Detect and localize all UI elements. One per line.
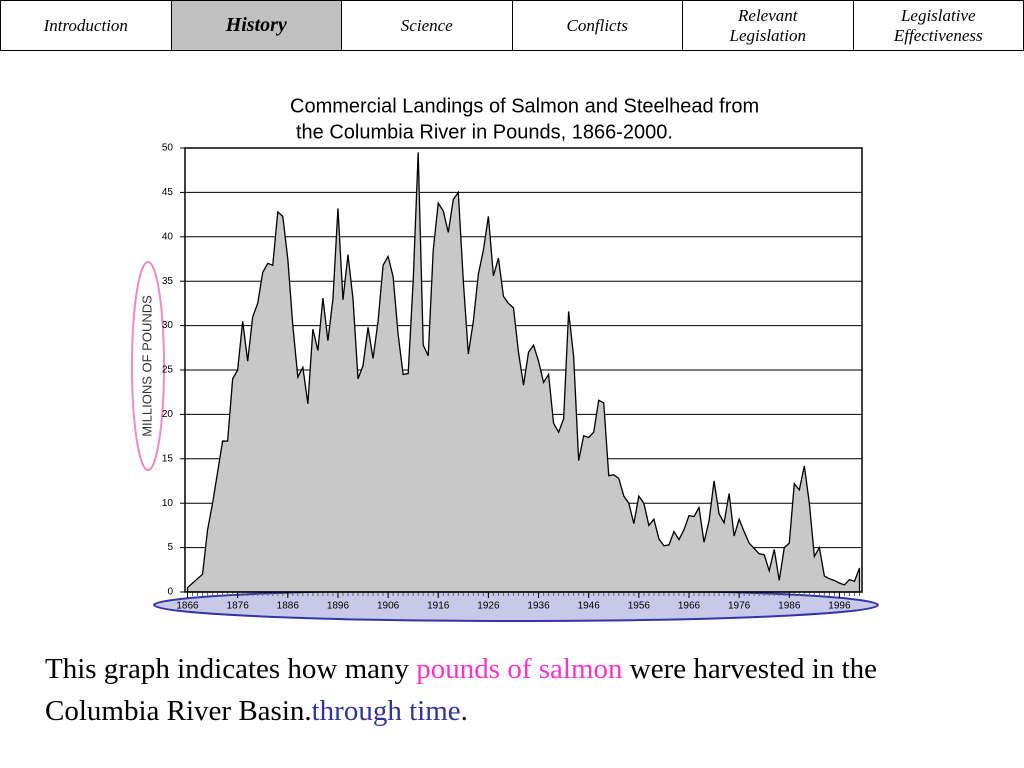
x-tick-label: 1926 <box>477 601 500 612</box>
y-tick-label: 35 <box>162 276 174 287</box>
caption: This graph indicates how many pounds of … <box>45 648 995 732</box>
chart-title: the Columbia River in Pounds, 1866-2000. <box>296 121 673 143</box>
y-tick-label: 0 <box>167 587 173 598</box>
y-axis-label: MILLIONS OF POUNDS <box>139 295 154 437</box>
x-tick-label: 1996 <box>828 601 851 612</box>
x-tick-label: 1906 <box>377 601 400 612</box>
nav-bar: Introduction History Science Conflicts Relev… <box>0 0 1024 51</box>
nav-tab[interactable]: Science <box>341 0 513 51</box>
caption-text: pounds of salmon <box>416 653 623 685</box>
highlight-ellipse <box>131 261 165 471</box>
y-tick-label: 50 <box>162 143 174 154</box>
y-tick-label: 20 <box>162 409 174 420</box>
y-tick-label: 45 <box>162 187 174 198</box>
x-tick-label: 1966 <box>678 601 701 612</box>
nav-tab[interactable]: Relevant Legislation <box>682 0 854 51</box>
caption-text: This graph indicates how many <box>45 653 417 685</box>
y-tick-label: 30 <box>162 320 174 331</box>
chart: Commercial Landings of Salmon and Steelh… <box>131 95 879 622</box>
x-tick-label: 1976 <box>728 601 751 612</box>
plot-frame <box>184 147 863 593</box>
y-tick-label: 25 <box>162 365 174 376</box>
caption-text: were harvested in the Columbia River Bas… <box>45 653 877 728</box>
area <box>186 152 861 593</box>
caption-text: . <box>460 695 468 728</box>
x-tick-label: 1916 <box>427 601 450 612</box>
nav-tab[interactable]: Introduction <box>0 0 172 51</box>
chart-title: Commercial Landings of Salmon and Steelh… <box>290 95 759 117</box>
y-tick-label: 5 <box>167 542 173 553</box>
y-tick-label: 40 <box>162 231 174 242</box>
nav-tab[interactable]: History <box>170 0 342 51</box>
x-tick-label: 1956 <box>628 601 651 612</box>
x-tick-label: 1986 <box>778 601 801 612</box>
x-tick-label: 1866 <box>176 601 199 612</box>
y-tick-label: 10 <box>162 498 174 509</box>
x-tick-label: 1946 <box>578 601 601 612</box>
y-tick-label: 15 <box>162 453 174 464</box>
x-tick-label: 1896 <box>327 601 350 612</box>
x-tick-label: 1886 <box>277 601 300 612</box>
x-tick-label: 1936 <box>527 601 550 612</box>
x-tick-label: 1876 <box>227 601 250 612</box>
caption-text: through time <box>311 695 461 728</box>
nav-tab[interactable]: Legislative Effectiveness <box>852 0 1024 51</box>
nav-tab[interactable]: Conflicts <box>511 0 683 51</box>
